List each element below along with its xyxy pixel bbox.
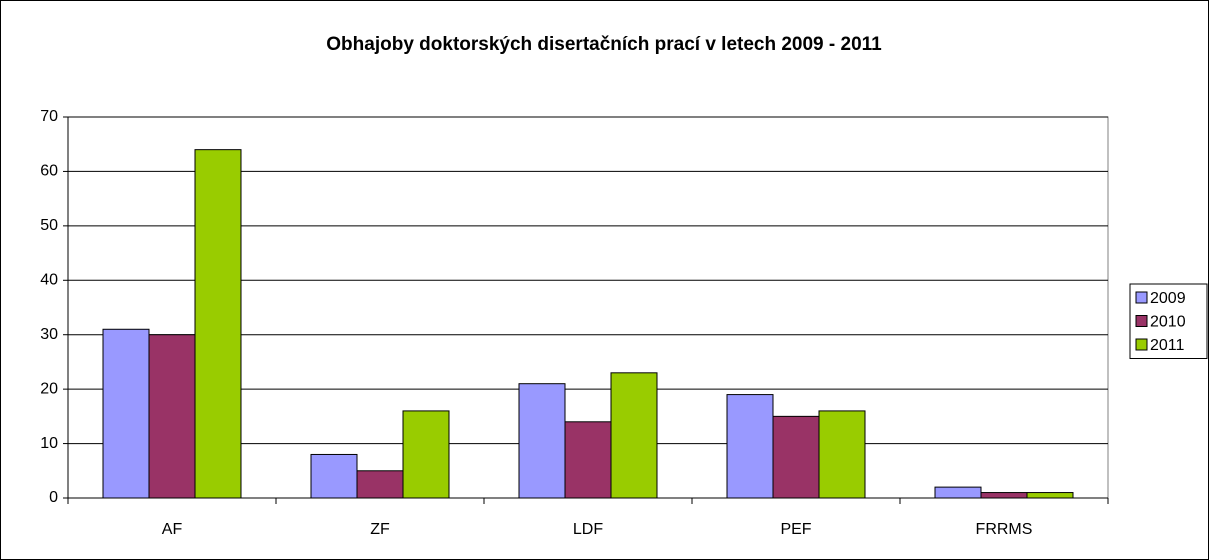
x-tick-label: LDF — [573, 521, 603, 538]
bar — [772, 415, 820, 499]
bar — [564, 421, 612, 499]
x-tick-label: AF — [162, 521, 183, 538]
bar — [402, 410, 450, 499]
y-tick-label: 20 — [40, 380, 58, 397]
bar — [610, 372, 658, 499]
bar — [194, 149, 242, 499]
bar — [102, 328, 150, 499]
bar — [356, 470, 404, 499]
legend-label: 2010 — [1150, 314, 1186, 331]
x-tick-label: PEF — [780, 521, 811, 538]
legend-swatch — [1135, 291, 1148, 304]
bar — [934, 486, 982, 499]
y-tick-label: 60 — [40, 163, 58, 180]
x-tick-label: FRRMS — [976, 521, 1033, 538]
y-tick-label: 30 — [40, 326, 58, 343]
bar — [726, 394, 774, 499]
y-tick-label: 10 — [40, 435, 58, 452]
bar — [980, 492, 1028, 499]
chart-title: Obhajoby doktorských disertačních prací … — [326, 34, 882, 55]
bar — [310, 453, 358, 499]
y-tick-label: 0 — [49, 489, 58, 506]
bar — [518, 383, 566, 499]
legend-label: 2011 — [1150, 337, 1185, 354]
y-tick-label: 70 — [40, 108, 58, 125]
legend-label: 2009 — [1150, 290, 1186, 307]
x-tick-label: ZF — [370, 521, 390, 538]
bar — [1026, 492, 1074, 499]
legend-swatch — [1135, 338, 1148, 351]
bar — [148, 334, 196, 499]
y-tick-label: 50 — [40, 217, 58, 234]
bar — [818, 410, 866, 499]
legend-swatch — [1135, 315, 1148, 327]
y-tick-label: 40 — [40, 272, 58, 289]
